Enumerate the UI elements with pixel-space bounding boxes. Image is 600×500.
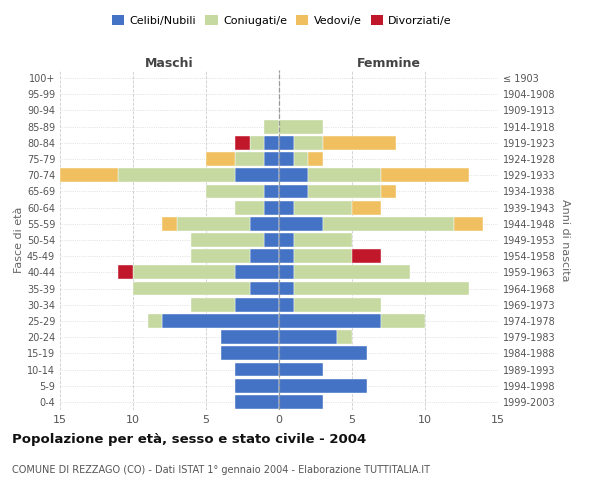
- Bar: [279, 233, 293, 247]
- Bar: [293, 282, 469, 296]
- Bar: [323, 136, 396, 149]
- Bar: [162, 217, 177, 230]
- Bar: [235, 395, 279, 409]
- Bar: [279, 217, 323, 230]
- Bar: [250, 250, 279, 263]
- Bar: [162, 314, 279, 328]
- Bar: [235, 168, 279, 182]
- Bar: [235, 379, 279, 392]
- Bar: [235, 266, 279, 280]
- Bar: [293, 298, 381, 312]
- Bar: [206, 184, 265, 198]
- Bar: [381, 314, 425, 328]
- Bar: [454, 217, 484, 230]
- Bar: [279, 136, 293, 149]
- Bar: [293, 233, 352, 247]
- Bar: [206, 152, 235, 166]
- Bar: [279, 184, 308, 198]
- Bar: [265, 136, 279, 149]
- Bar: [265, 120, 279, 134]
- Bar: [279, 314, 381, 328]
- Bar: [381, 168, 469, 182]
- Bar: [133, 266, 235, 280]
- Text: Maschi: Maschi: [145, 57, 194, 70]
- Bar: [308, 152, 323, 166]
- Y-axis label: Fasce di età: Fasce di età: [14, 207, 24, 273]
- Bar: [352, 250, 381, 263]
- Bar: [279, 152, 293, 166]
- Bar: [308, 168, 381, 182]
- Bar: [279, 200, 293, 214]
- Text: Femmine: Femmine: [356, 57, 421, 70]
- Bar: [293, 200, 352, 214]
- Text: COMUNE DI REZZAGO (CO) - Dati ISTAT 1° gennaio 2004 - Elaborazione TUTTITALIA.IT: COMUNE DI REZZAGO (CO) - Dati ISTAT 1° g…: [12, 465, 430, 475]
- Bar: [279, 330, 337, 344]
- Bar: [191, 250, 250, 263]
- Bar: [235, 152, 265, 166]
- Bar: [221, 346, 279, 360]
- Bar: [337, 330, 352, 344]
- Bar: [265, 233, 279, 247]
- Y-axis label: Anni di nascita: Anni di nascita: [560, 198, 569, 281]
- Bar: [235, 298, 279, 312]
- Bar: [279, 346, 367, 360]
- Bar: [235, 362, 279, 376]
- Bar: [177, 217, 250, 230]
- Bar: [279, 395, 323, 409]
- Bar: [148, 314, 162, 328]
- Bar: [235, 200, 265, 214]
- Bar: [265, 152, 279, 166]
- Bar: [118, 266, 133, 280]
- Bar: [293, 266, 410, 280]
- Bar: [323, 217, 454, 230]
- Bar: [118, 168, 235, 182]
- Bar: [279, 282, 293, 296]
- Bar: [381, 184, 396, 198]
- Bar: [191, 233, 265, 247]
- Bar: [279, 250, 293, 263]
- Bar: [133, 282, 250, 296]
- Bar: [235, 136, 250, 149]
- Bar: [60, 168, 118, 182]
- Bar: [265, 200, 279, 214]
- Text: Popolazione per età, sesso e stato civile - 2004: Popolazione per età, sesso e stato civil…: [12, 432, 366, 446]
- Bar: [191, 298, 235, 312]
- Bar: [250, 136, 265, 149]
- Bar: [308, 184, 381, 198]
- Bar: [250, 282, 279, 296]
- Bar: [352, 200, 381, 214]
- Bar: [293, 136, 323, 149]
- Bar: [279, 168, 308, 182]
- Legend: Celibi/Nubili, Coniugati/e, Vedovi/e, Divorziati/e: Celibi/Nubili, Coniugati/e, Vedovi/e, Di…: [107, 10, 457, 30]
- Bar: [279, 266, 293, 280]
- Bar: [279, 298, 293, 312]
- Bar: [279, 120, 323, 134]
- Bar: [221, 330, 279, 344]
- Bar: [279, 379, 367, 392]
- Bar: [250, 217, 279, 230]
- Bar: [279, 362, 323, 376]
- Bar: [265, 184, 279, 198]
- Bar: [293, 250, 352, 263]
- Bar: [293, 152, 308, 166]
